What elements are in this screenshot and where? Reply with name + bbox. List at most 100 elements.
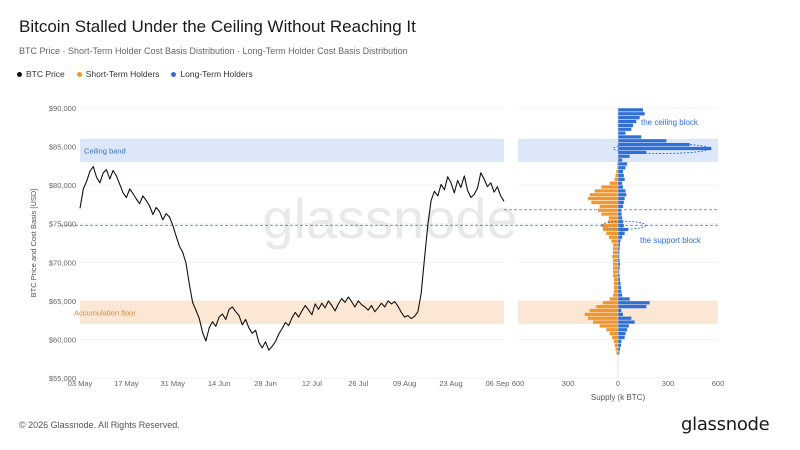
lth-supply-bar <box>618 143 690 147</box>
sth-supply-bar <box>613 251 618 255</box>
support-block-label: the support block <box>640 236 702 245</box>
legend-item-short-term-holders[interactable]: Short-Term Holders <box>76 69 160 79</box>
sth-supply-bar <box>613 258 618 262</box>
lth-supply-bar <box>618 243 620 247</box>
lth-supply-bar <box>618 347 620 351</box>
x-tick-label: 12 Jul <box>302 379 322 388</box>
lth-supply-bar <box>618 324 629 328</box>
sth-supply-bar <box>613 281 618 286</box>
sth-supply-bar <box>612 254 618 259</box>
sth-supply-bar <box>606 328 618 332</box>
lth-supply-bar <box>618 127 632 131</box>
lth-supply-bar <box>618 270 620 274</box>
sth-supply-bar <box>613 278 618 282</box>
sth-supply-bar <box>613 266 618 270</box>
lth-supply-bar <box>618 266 620 270</box>
sth-supply-bar <box>606 231 618 235</box>
sth-supply-bar <box>613 339 618 343</box>
lth-supply-bar <box>618 193 627 197</box>
x-tick-label: 28 Jun <box>254 379 277 388</box>
lth-supply-bar <box>618 274 620 278</box>
sth-supply-bar <box>589 193 618 197</box>
glassnode-logo: glassnode <box>681 414 770 435</box>
x-tick-label: 17 May <box>114 379 139 388</box>
sth-supply-bar <box>616 170 618 174</box>
lth-supply-bar <box>618 170 623 174</box>
lth-supply-bar <box>618 116 640 120</box>
watermark-text: glassnode <box>262 187 517 250</box>
lth-supply-bar <box>618 258 620 262</box>
sth-supply-bar <box>609 332 618 336</box>
lth-supply-bar <box>618 162 628 166</box>
legend-label: Long-Term Holders <box>180 69 253 79</box>
ceiling-band-label: Ceiling band <box>84 146 126 155</box>
lth-supply-bar <box>618 177 625 181</box>
sth-supply-bar <box>614 177 618 181</box>
lth-supply-bar <box>618 320 635 324</box>
legend-item-long-term-holders[interactable]: Long-Term Holders <box>171 69 253 79</box>
lth-supply-bar <box>618 166 626 170</box>
ceiling-block-highlight <box>612 143 710 154</box>
supply-tick-label: 600 <box>512 379 525 388</box>
sth-supply-bar <box>601 185 618 189</box>
lth-supply-bar <box>618 189 626 193</box>
lth-supply-bar <box>618 297 630 301</box>
lth-supply-bar <box>618 227 628 232</box>
legend-item-btc-price[interactable]: BTC Price <box>17 69 65 79</box>
lth-supply-bar <box>618 335 625 340</box>
sth-supply-bar <box>613 274 618 278</box>
sth-supply-bar <box>616 351 618 355</box>
lth-supply-bar <box>618 173 624 178</box>
lth-supply-bar <box>618 281 621 286</box>
supply-tick-label: 300 <box>662 379 675 388</box>
sth-supply-bar <box>601 212 618 216</box>
legend: BTC Price Short-Term Holders Long-Term H… <box>17 69 253 79</box>
lth-supply-bar <box>618 135 642 139</box>
lth-supply-bar <box>618 251 620 255</box>
y-tick-label: $90,000 <box>49 104 76 113</box>
sth-supply-bar <box>613 243 618 247</box>
lth-supply-bar <box>618 224 624 228</box>
lth-supply-bar <box>618 181 623 185</box>
sth-supply-bar <box>601 224 618 228</box>
x-tick-label: 03 May <box>68 379 93 388</box>
y-tick-label: $70,000 <box>49 258 76 267</box>
accumulation-floor-band <box>80 300 504 324</box>
legend-dot-icon <box>17 71 22 77</box>
ceiling-block-label: the ceiling block <box>641 118 699 127</box>
sth-supply-bar <box>589 308 618 313</box>
legend-dot-icon <box>76 71 82 77</box>
sth-supply-bar <box>608 235 618 239</box>
sth-supply-bar <box>596 305 618 309</box>
ceiling-band <box>80 138 504 162</box>
x-tick-label: 14 Jun <box>208 379 231 388</box>
lth-supply-bar <box>618 332 626 336</box>
sth-supply-bar <box>617 166 618 170</box>
lth-supply-bar <box>618 316 632 320</box>
copyright-text: © 2026 Glassnode. All Rights Reserved. <box>19 420 180 430</box>
lth-supply-bar <box>618 339 622 343</box>
lth-supply-bar <box>618 293 623 297</box>
sth-supply-bar <box>613 285 618 289</box>
lth-supply-bar <box>618 254 620 259</box>
sth-supply-bar <box>599 324 618 328</box>
lth-supply-bar <box>618 220 623 224</box>
sth-supply-bar <box>609 297 618 301</box>
sth-supply-bar <box>613 262 618 266</box>
sth-supply-bar <box>612 335 618 340</box>
lth-supply-bar <box>618 197 625 201</box>
sth-supply-bar <box>614 343 618 347</box>
sth-supply-bar <box>609 181 618 185</box>
sth-supply-bar <box>588 197 618 201</box>
x-tick-label: 23 Aug <box>439 379 462 388</box>
lth-supply-bar <box>618 204 623 208</box>
y-tick-label: $80,000 <box>49 181 76 190</box>
lth-supply-bar <box>618 185 623 189</box>
legend-label: Short-Term Holders <box>85 69 160 79</box>
sth-supply-bar <box>613 293 618 297</box>
lth-supply-bar <box>618 312 623 316</box>
lth-supply-bar <box>618 285 621 289</box>
y-tick-label: $55,000 <box>49 374 76 383</box>
lth-supply-bar <box>618 262 620 266</box>
